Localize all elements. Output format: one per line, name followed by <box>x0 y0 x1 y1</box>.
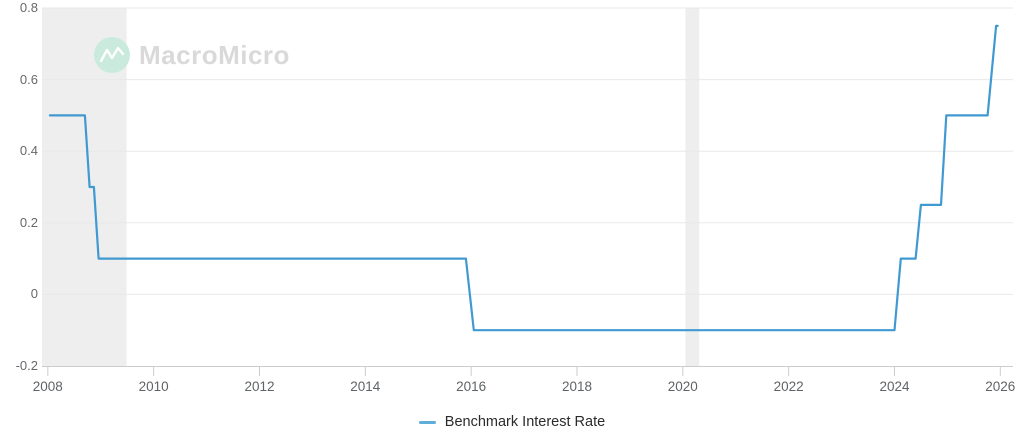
recession-band <box>685 8 700 366</box>
y-axis-label: 0.8 <box>19 0 38 15</box>
y-axis-label: -0.2 <box>15 358 38 373</box>
x-axis-label: 2016 <box>456 379 487 394</box>
recession-band <box>42 8 127 366</box>
x-axis-label: 2020 <box>667 379 698 394</box>
x-axis-label: 2026 <box>985 379 1016 394</box>
legend-item-benchmark-interest-rate[interactable]: Benchmark Interest Rate <box>418 414 606 430</box>
x-axis-label: 2014 <box>350 379 381 394</box>
legend-series-label: Benchmark Interest Rate <box>444 414 606 430</box>
y-axis-label: 0.4 <box>19 143 38 159</box>
x-axis-label: 2010 <box>138 379 169 394</box>
x-axis-label: 2012 <box>244 379 275 394</box>
y-axis-label: 0.2 <box>19 214 38 230</box>
y-axis-label: 0 <box>30 286 38 302</box>
y-axis-label: 0.6 <box>19 71 38 87</box>
x-axis-label: 2022 <box>773 379 804 394</box>
x-axis-label: 2018 <box>561 379 592 394</box>
series-line-benchmark-interest-rate <box>48 24 999 332</box>
x-axis-label: 2008 <box>32 379 63 394</box>
legend-series-dash-icon <box>418 420 436 424</box>
chart-legend: Benchmark Interest Rate <box>0 414 1024 430</box>
x-axis-label: 2024 <box>879 379 910 394</box>
